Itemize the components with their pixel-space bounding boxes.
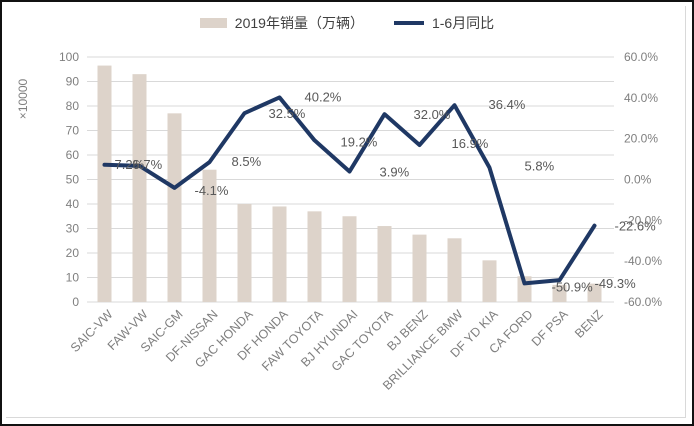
x-tick-label: FAW TOYOTA [259,307,326,374]
data-label: 32.0% [414,107,451,122]
x-tick-label: BENZ [572,307,606,341]
y-tick-label-left: 30 [66,222,80,236]
y-tick-label-left: 90 [66,75,80,89]
data-label: 3.9% [380,165,410,180]
legend-label-yoy: 1-6月同比 [431,15,495,31]
data-label: -49.3% [595,276,637,291]
data-label: 32.5% [269,106,306,121]
y-tick-label-left: 50 [66,173,80,187]
bar [132,74,147,303]
data-label: -22.6% [615,219,657,234]
data-label: -50.9% [552,279,594,294]
y-tick-label-left: 60 [66,148,80,162]
y-tick-label-left: 20 [66,246,80,260]
x-tick-label: GAC TOYOTA [329,307,396,374]
bar-series-swatch [199,18,227,28]
data-label: 36.4% [489,97,526,112]
x-tick-label: DF PSA [529,307,571,349]
trend-line [102,95,597,286]
bar [482,260,497,302]
y-tick-label-left: 70 [66,124,80,138]
bar [307,211,322,302]
y-tick-label-right: 0.0% [624,173,652,187]
data-label: 16.9% [452,136,489,151]
bar [377,226,392,302]
legend-label-sales: 2019年销量（万辆） [234,15,364,31]
bar [167,113,182,302]
bar [97,65,112,302]
bar [202,169,217,302]
y-tick-label-left: 80 [66,99,80,113]
bar [552,284,567,302]
y-tick-label-right: -60.0% [624,295,662,309]
data-label: 8.5% [232,154,262,169]
data-label: 7.2% [115,157,145,172]
y-tick-label-left: 10 [66,271,80,285]
y-tick-label-left: 100 [59,50,79,64]
y-tick-label-left: 40 [66,197,80,211]
bar [412,234,427,302]
bar [587,283,602,302]
y-tick-label-right: 40.0% [624,91,658,105]
y-tick-label-right: 20.0% [624,132,658,146]
line-series-swatch [393,21,424,25]
data-label: 19.2% [341,134,378,149]
y-tick-label-left: 0 [72,295,79,309]
data-label: -4.1% [195,183,229,198]
y-tick-label-right: -20.0% [624,213,662,227]
y-tick-label-right: 60.0% [624,50,658,64]
legend-item-yoy: 1-6月同比 [393,13,495,33]
bar [342,216,357,302]
y-tick-label-right: -40.0% [624,254,662,268]
bar [237,204,252,302]
left-axis-title: ×10000 [16,78,30,119]
chart-legend: 2019年销量（万辆） 1-6月同比 [2,13,692,33]
bar [447,238,462,302]
data-label: 5.8% [525,159,555,174]
data-label: 6.7% [133,157,163,172]
bar [272,206,287,302]
data-label: 40.2% [305,89,342,104]
legend-item-sales: 2019年销量（万辆） [199,13,364,33]
